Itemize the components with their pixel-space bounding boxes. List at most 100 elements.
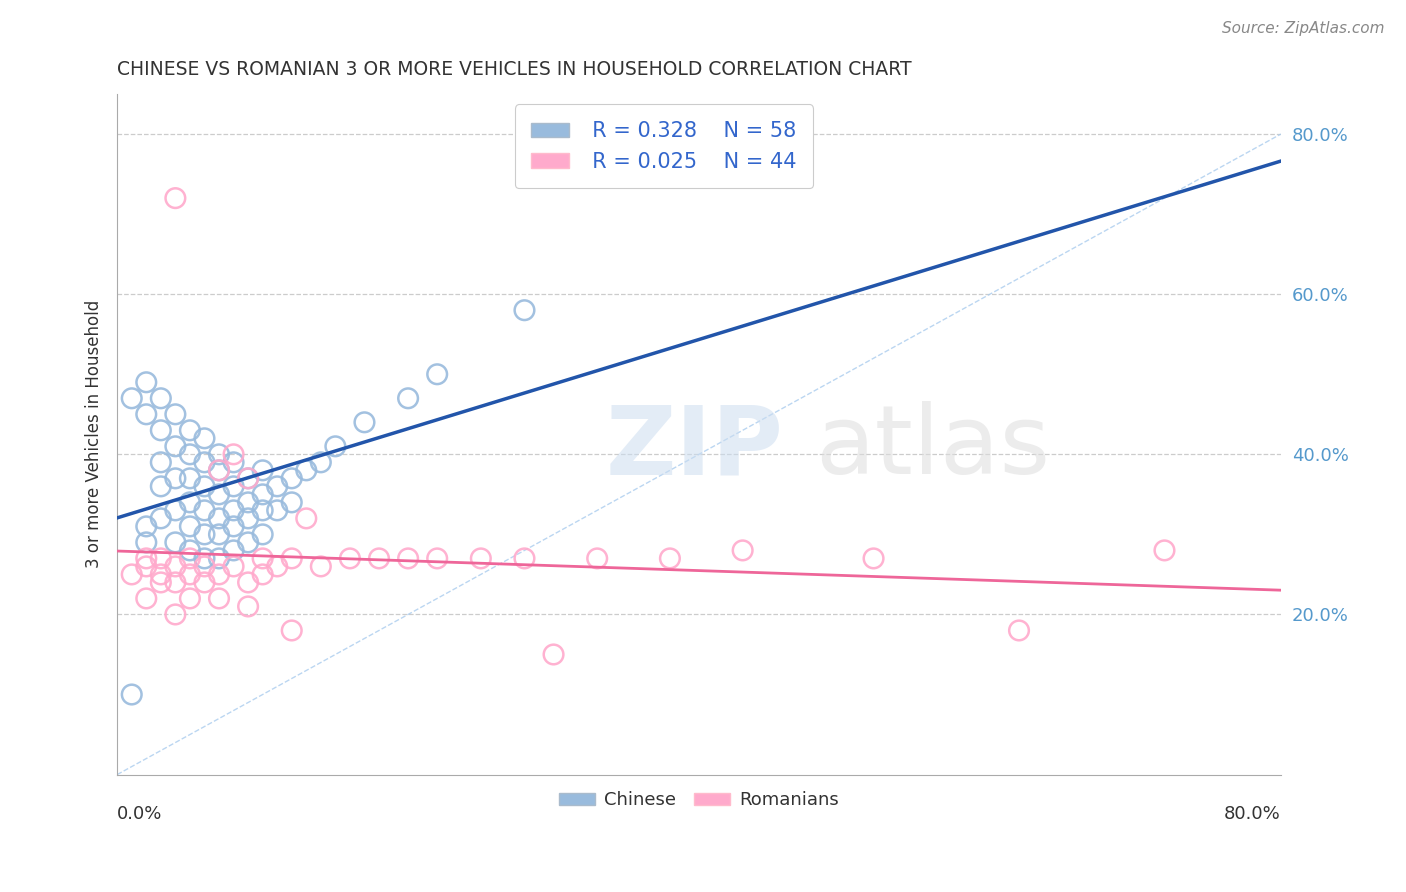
Point — [236, 495, 259, 509]
Point — [309, 559, 332, 574]
Point — [586, 551, 609, 566]
Point — [222, 519, 245, 533]
Point — [193, 479, 215, 493]
Point — [193, 431, 215, 445]
Point — [165, 575, 187, 590]
Point — [179, 519, 201, 533]
Point — [543, 648, 565, 662]
Point — [252, 567, 274, 582]
Point — [165, 535, 187, 549]
Point — [280, 495, 302, 509]
Point — [135, 591, 157, 606]
Text: Source: ZipAtlas.com: Source: ZipAtlas.com — [1222, 21, 1385, 36]
Point — [396, 392, 419, 406]
Point — [236, 471, 259, 485]
Point — [193, 455, 215, 469]
Text: ZIP: ZIP — [606, 401, 783, 494]
Point — [513, 551, 536, 566]
Point — [208, 447, 231, 461]
Point — [149, 479, 172, 493]
Text: 0.0%: 0.0% — [117, 805, 163, 823]
Point — [731, 543, 754, 558]
Point — [252, 551, 274, 566]
Point — [222, 455, 245, 469]
Point — [208, 551, 231, 566]
Point — [658, 551, 681, 566]
Point — [208, 463, 231, 477]
Text: CHINESE VS ROMANIAN 3 OR MORE VEHICLES IN HOUSEHOLD CORRELATION CHART: CHINESE VS ROMANIAN 3 OR MORE VEHICLES I… — [117, 60, 912, 78]
Point — [252, 463, 274, 477]
Point — [121, 688, 143, 702]
Point — [208, 591, 231, 606]
Point — [295, 511, 318, 525]
Point — [179, 591, 201, 606]
Point — [165, 407, 187, 421]
Point — [165, 559, 187, 574]
Point — [1153, 543, 1175, 558]
Point — [165, 471, 187, 485]
Point — [193, 551, 215, 566]
Point — [426, 551, 449, 566]
Point — [236, 599, 259, 614]
Point — [252, 527, 274, 541]
Point — [252, 503, 274, 517]
Point — [236, 511, 259, 525]
Point — [339, 551, 361, 566]
Point — [179, 567, 201, 582]
Point — [266, 503, 288, 517]
Point — [121, 392, 143, 406]
Point — [193, 503, 215, 517]
Point — [862, 551, 884, 566]
Point — [179, 423, 201, 437]
Y-axis label: 3 or more Vehicles in Household: 3 or more Vehicles in Household — [86, 301, 103, 568]
Point — [165, 607, 187, 622]
Point — [513, 303, 536, 318]
Point — [470, 551, 492, 566]
Point — [208, 487, 231, 501]
Legend: Chinese, Romanians: Chinese, Romanians — [551, 784, 846, 816]
Point — [179, 471, 201, 485]
Point — [222, 479, 245, 493]
Point — [222, 559, 245, 574]
Point — [149, 551, 172, 566]
Point — [135, 519, 157, 533]
Point — [165, 439, 187, 453]
Point — [193, 559, 215, 574]
Point — [179, 447, 201, 461]
Point — [252, 487, 274, 501]
Point — [236, 575, 259, 590]
Point — [135, 376, 157, 390]
Point — [266, 559, 288, 574]
Point — [295, 463, 318, 477]
Point — [280, 471, 302, 485]
Point — [149, 511, 172, 525]
Point — [222, 447, 245, 461]
Point — [165, 503, 187, 517]
Point — [426, 368, 449, 382]
Point — [236, 471, 259, 485]
Point — [135, 559, 157, 574]
Point — [208, 511, 231, 525]
Point — [135, 407, 157, 421]
Point — [149, 455, 172, 469]
Text: atlas: atlas — [815, 401, 1050, 494]
Point — [266, 479, 288, 493]
Point — [121, 567, 143, 582]
Point — [222, 503, 245, 517]
Point — [368, 551, 391, 566]
Point — [208, 463, 231, 477]
Point — [325, 439, 347, 453]
Point — [396, 551, 419, 566]
Point — [149, 567, 172, 582]
Point — [135, 551, 157, 566]
Point — [280, 624, 302, 638]
Point — [135, 535, 157, 549]
Point — [236, 535, 259, 549]
Point — [179, 551, 201, 566]
Point — [165, 191, 187, 205]
Point — [149, 423, 172, 437]
Point — [179, 495, 201, 509]
Point — [193, 527, 215, 541]
Point — [193, 575, 215, 590]
Point — [179, 543, 201, 558]
